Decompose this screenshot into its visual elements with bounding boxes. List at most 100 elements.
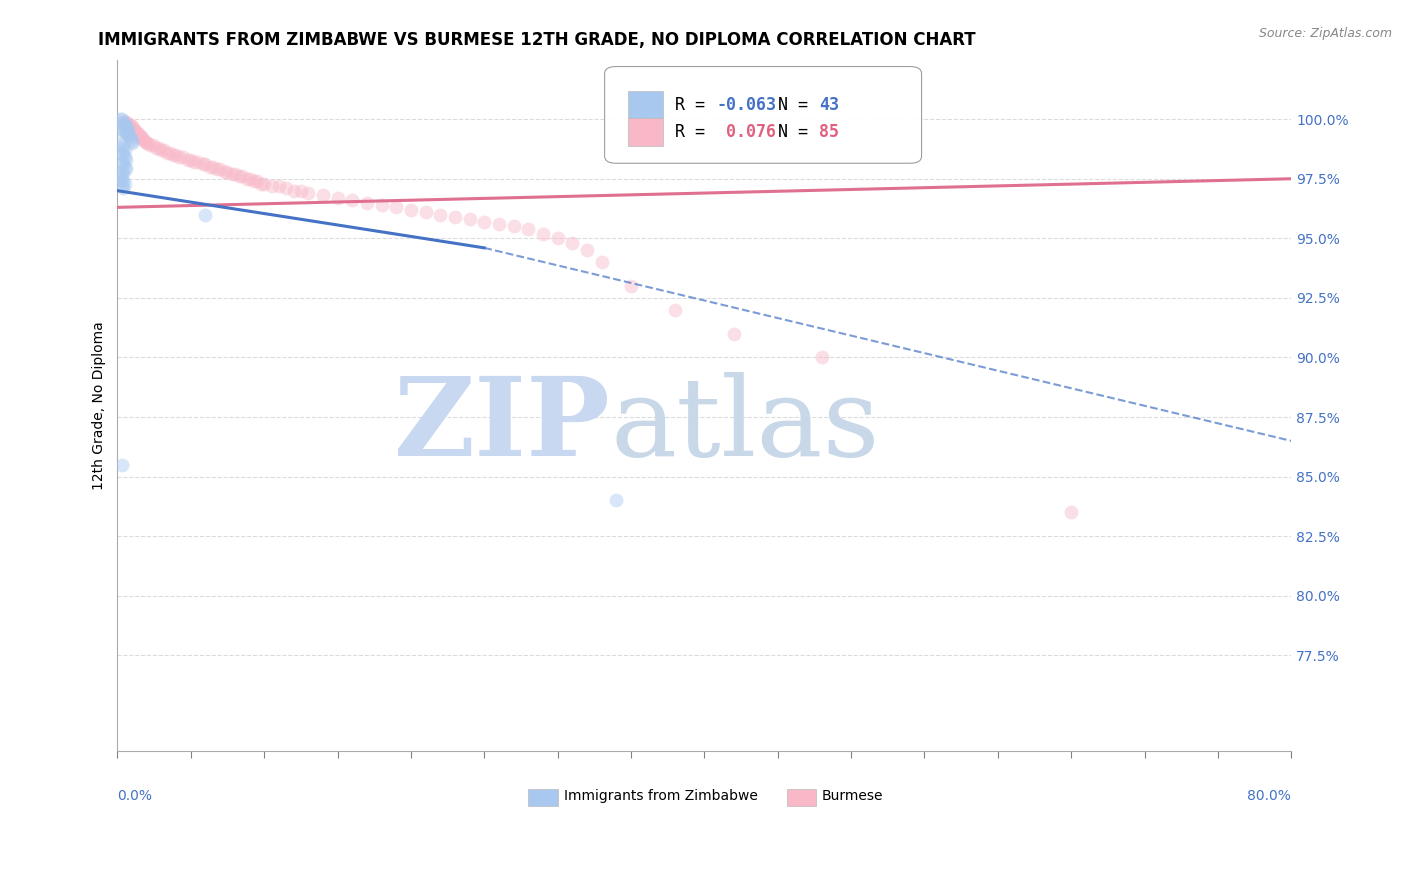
Point: [148, 141, 170, 155]
Point: [575, 244, 598, 258]
Point: [531, 227, 554, 241]
Point: [276, 181, 298, 195]
Point: [118, 128, 141, 143]
Point: [194, 207, 217, 221]
Point: [122, 121, 145, 136]
Point: [128, 128, 150, 143]
Point: [267, 178, 290, 193]
Text: 0.0%: 0.0%: [118, 789, 152, 803]
Point: [246, 174, 269, 188]
Point: [243, 174, 266, 188]
Point: [165, 148, 187, 162]
Text: ZIP: ZIP: [394, 372, 610, 479]
Point: [112, 141, 135, 155]
Point: [472, 214, 495, 228]
Point: [664, 302, 686, 317]
Point: [458, 212, 481, 227]
Text: R =: R =: [675, 95, 716, 113]
Text: IMMIGRANTS FROM ZIMBABWE VS BURMESE 12TH GRADE, NO DIPLOMA CORRELATION CHART: IMMIGRANTS FROM ZIMBABWE VS BURMESE 12TH…: [98, 31, 976, 49]
Point: [135, 136, 157, 150]
Point: [159, 145, 181, 160]
Point: [111, 121, 134, 136]
Point: [110, 169, 132, 184]
Point: [111, 164, 134, 178]
Point: [177, 153, 200, 167]
Point: [561, 236, 583, 251]
Point: [444, 210, 467, 224]
Point: [205, 162, 228, 177]
Point: [124, 124, 146, 138]
Point: [723, 326, 745, 341]
Point: [118, 117, 141, 131]
Bar: [786, 789, 815, 806]
Point: [145, 141, 167, 155]
Point: [238, 171, 260, 186]
Point: [112, 174, 135, 188]
Point: [172, 150, 194, 164]
Text: R =: R =: [675, 123, 716, 141]
Point: [115, 114, 138, 128]
Point: [110, 136, 132, 150]
Text: -0.063: -0.063: [716, 95, 776, 113]
Point: [115, 127, 138, 141]
Point: [132, 134, 155, 148]
Point: [620, 279, 643, 293]
Point: [111, 112, 134, 127]
Point: [180, 153, 202, 167]
FancyBboxPatch shape: [605, 67, 921, 163]
Point: [110, 112, 132, 127]
Point: [591, 255, 613, 269]
Point: [187, 155, 209, 169]
Point: [150, 143, 173, 157]
Point: [326, 191, 349, 205]
Point: [201, 160, 224, 174]
Bar: [628, 91, 664, 119]
Point: [115, 162, 138, 177]
Point: [283, 184, 305, 198]
Point: [112, 114, 135, 128]
Point: [114, 160, 136, 174]
Point: [1060, 505, 1083, 519]
Point: [183, 155, 205, 169]
Point: [112, 148, 135, 162]
Point: [214, 164, 236, 178]
Point: [134, 134, 156, 148]
Point: [221, 167, 243, 181]
Point: [115, 153, 138, 167]
Point: [115, 121, 138, 136]
Point: [114, 124, 136, 138]
Point: [209, 162, 232, 177]
Point: [290, 184, 312, 198]
Point: [429, 207, 451, 221]
Point: [112, 167, 135, 181]
Point: [121, 120, 143, 134]
Point: [114, 120, 136, 134]
Point: [153, 143, 176, 157]
Point: [415, 205, 437, 219]
Point: [385, 200, 408, 214]
Point: [117, 127, 139, 141]
Point: [228, 169, 250, 184]
Text: Immigrants from Zimbabwe: Immigrants from Zimbabwe: [564, 789, 758, 803]
Text: 85: 85: [820, 123, 839, 141]
Point: [217, 164, 239, 178]
Point: [253, 177, 276, 191]
Point: [142, 138, 165, 153]
Point: [138, 138, 160, 153]
Point: [115, 120, 138, 134]
Point: [131, 131, 153, 145]
Bar: [529, 789, 558, 806]
Point: [111, 171, 134, 186]
Point: [135, 136, 157, 150]
Point: [605, 493, 627, 508]
Point: [235, 171, 257, 186]
Point: [194, 157, 217, 171]
Text: atlas: atlas: [610, 372, 880, 479]
Point: [121, 136, 143, 150]
Point: [129, 131, 152, 145]
Point: [125, 127, 148, 141]
Point: [114, 120, 136, 134]
Point: [502, 219, 524, 234]
Text: 80.0%: 80.0%: [1247, 789, 1291, 803]
Point: [111, 155, 134, 169]
